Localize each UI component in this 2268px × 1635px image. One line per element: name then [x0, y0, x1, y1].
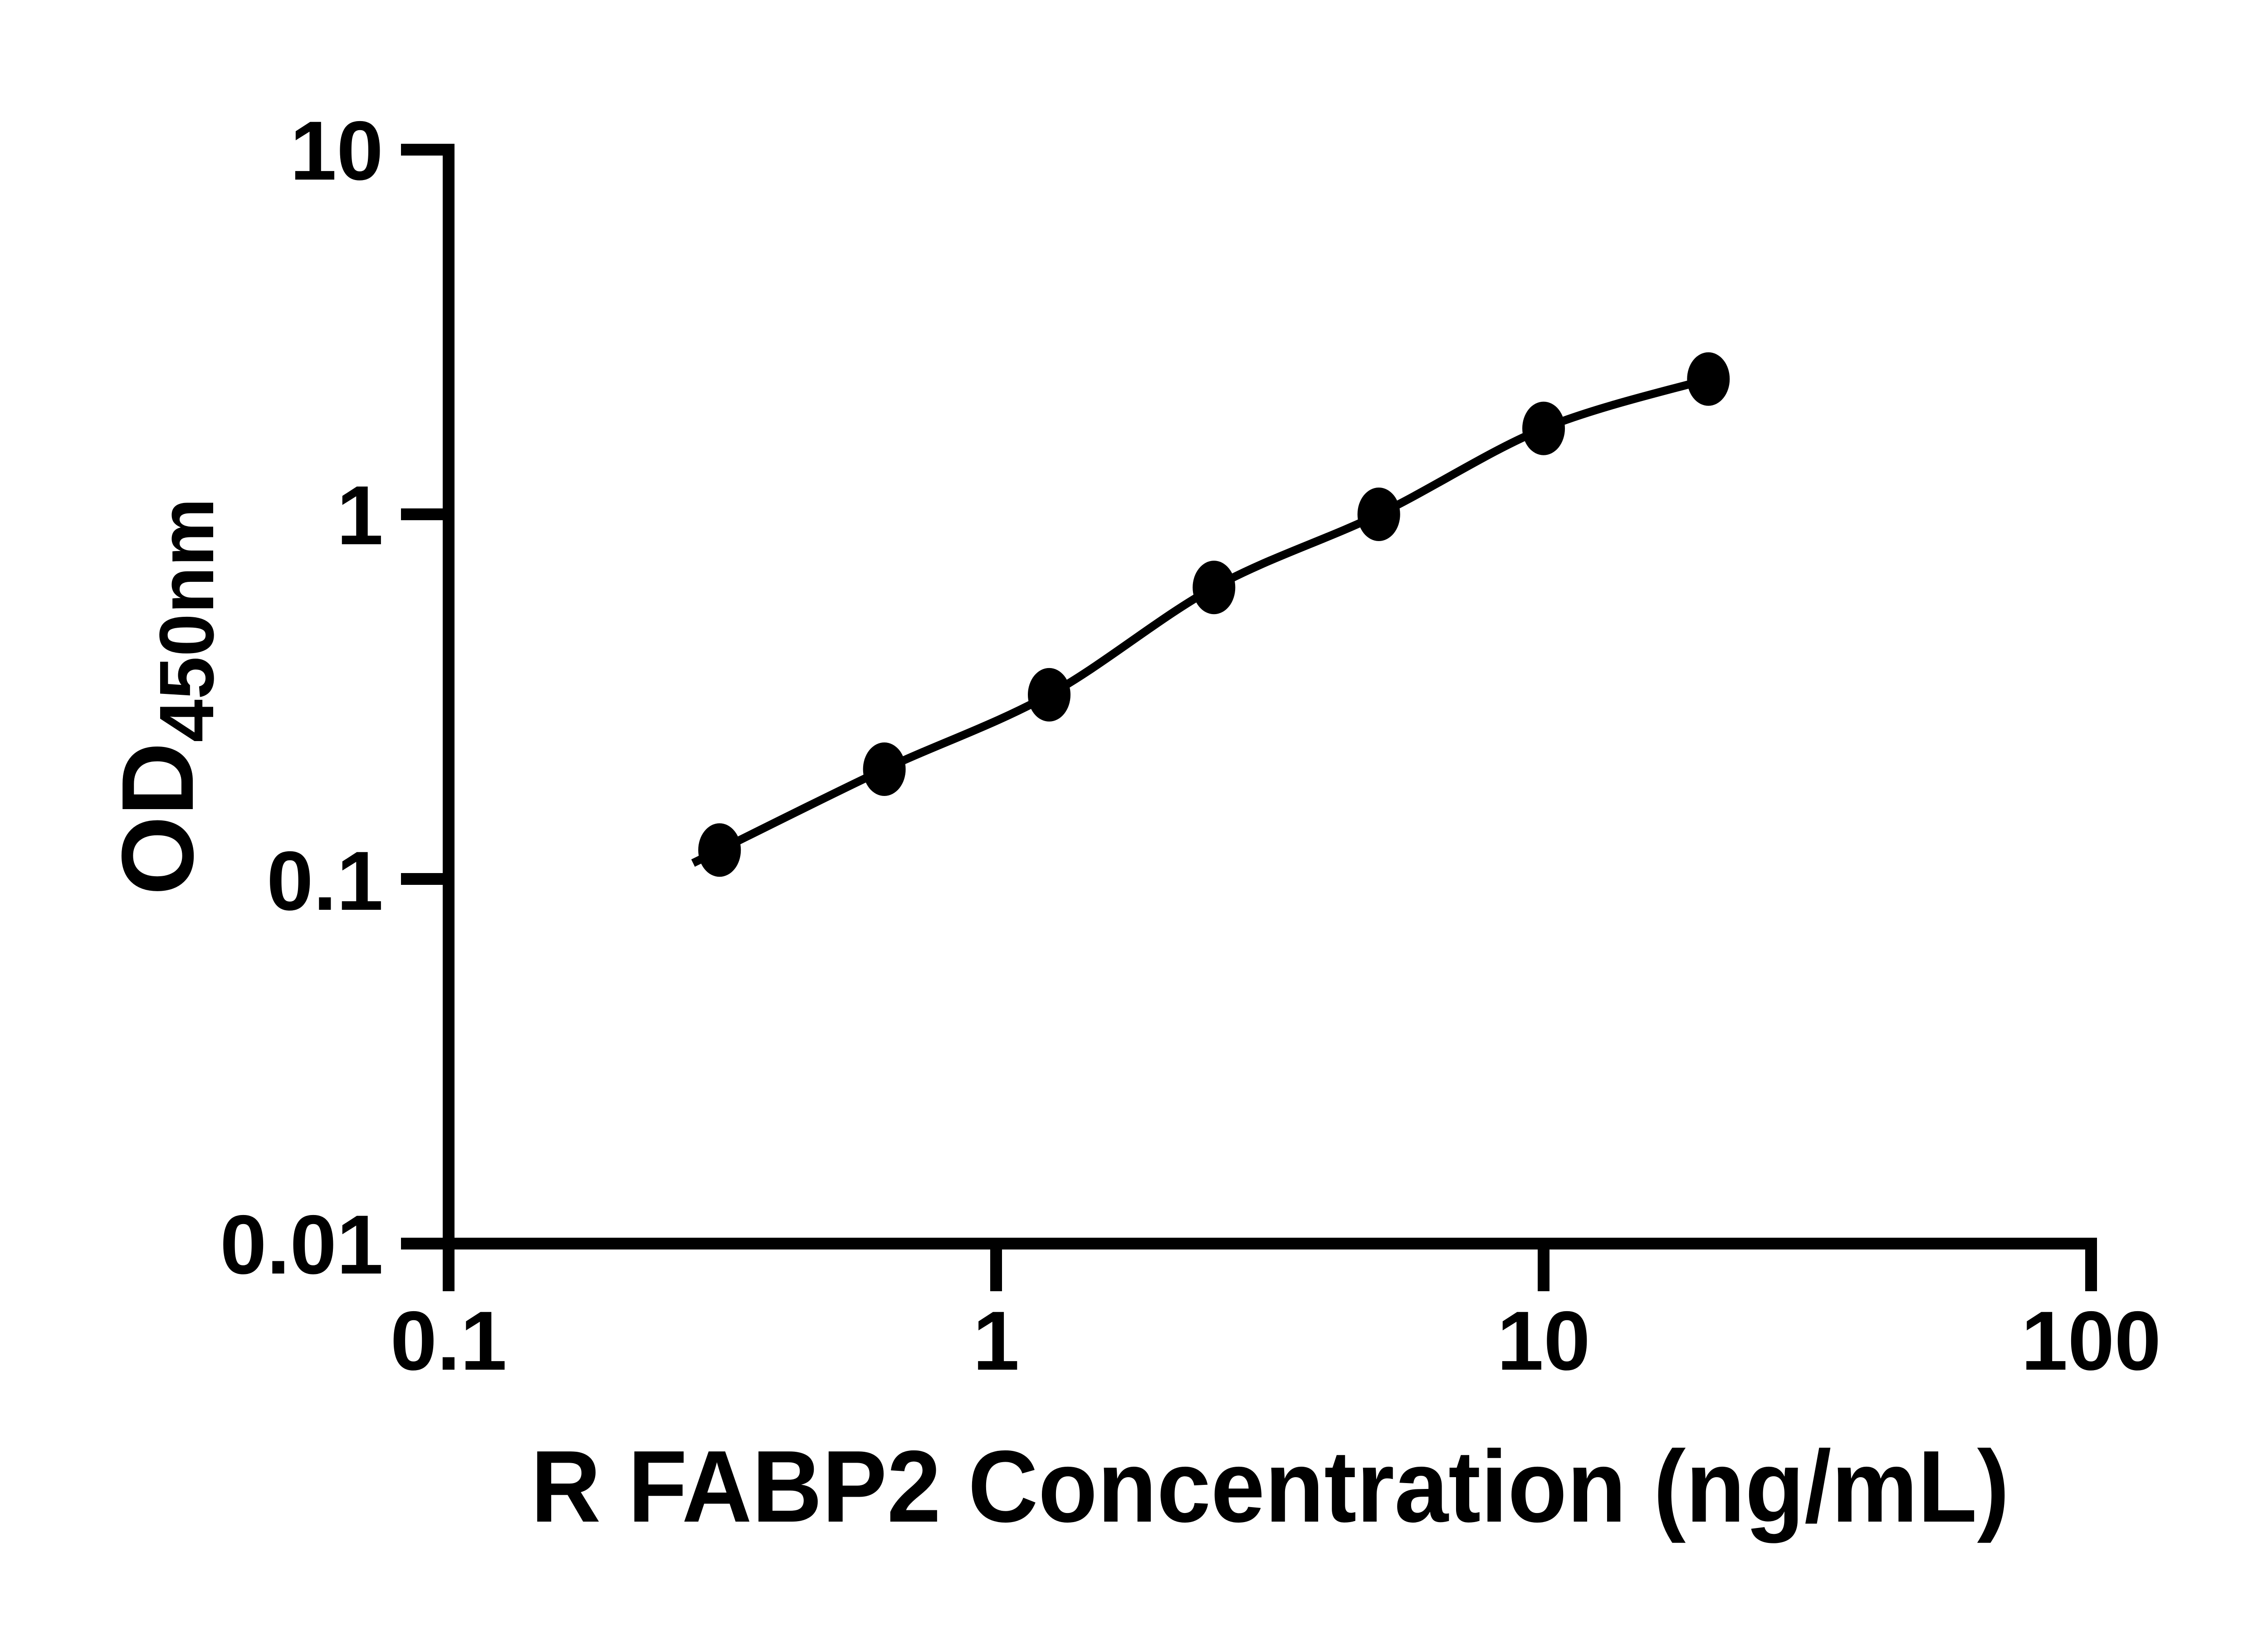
data-point: [1193, 561, 1236, 615]
x-axis-title: R FABP2 Concentration (ng/mL): [531, 1429, 2009, 1543]
data-point: [863, 742, 906, 796]
y-tick-labels: 10 1 0.1 0.01: [220, 104, 383, 1292]
data-point: [698, 823, 741, 877]
x-tick-labels: 0.1 1 10 100: [390, 1294, 2161, 1388]
y-tick-label-0.01: 0.01: [220, 1198, 383, 1292]
x-tick-label-1: 1: [973, 1294, 1020, 1388]
y-tick-label-10: 10: [290, 104, 383, 198]
data-point: [1522, 401, 1565, 455]
y-tick-label-0.1: 0.1: [267, 835, 383, 928]
axes: [401, 144, 2097, 1291]
y-tick-label-1: 1: [337, 469, 383, 562]
data-points: [698, 352, 1730, 877]
y-axis-title: OD450nm: [100, 498, 230, 895]
data-point: [1028, 668, 1070, 722]
y-axis-title-base: OD: [100, 742, 215, 896]
fit-curve: [691, 375, 1710, 867]
x-tick-label-10: 10: [1497, 1294, 1590, 1388]
x-tick-label-0.1: 0.1: [390, 1294, 507, 1388]
data-point: [1687, 352, 1730, 406]
data-point: [1357, 488, 1400, 541]
y-axis-title-subscript: 450nm: [144, 498, 230, 742]
x-tick-label-100: 100: [2021, 1294, 2161, 1388]
